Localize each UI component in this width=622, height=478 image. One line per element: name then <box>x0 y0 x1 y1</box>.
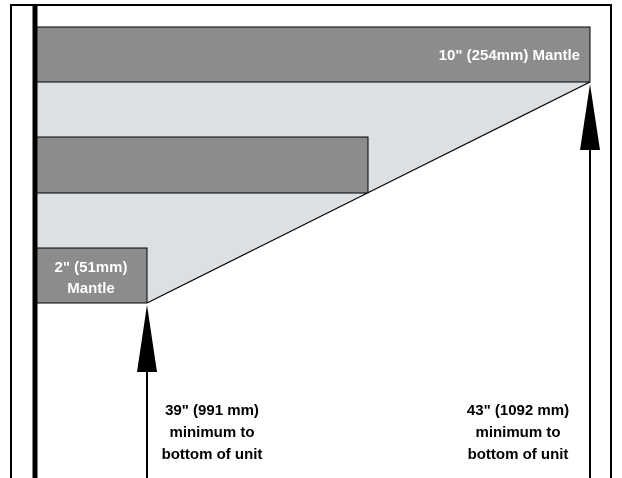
bottom-mantle-label: Mantle <box>67 280 115 297</box>
top-mantle-label: 10" (254mm) Mantle <box>439 47 580 64</box>
bottom-mantle-label: 2" (51mm) <box>55 259 128 276</box>
left-dimension-text: minimum to <box>170 424 255 441</box>
right-dimension-text: 43" (1092 mm) <box>467 402 569 419</box>
left-arrow-head <box>137 305 157 372</box>
frame <box>10 4 612 478</box>
middle-mantle <box>34 136 369 194</box>
left-dimension-text: bottom of unit <box>162 446 263 463</box>
right-dimension-text: minimum to <box>476 424 561 441</box>
right-arrow-head <box>580 84 600 150</box>
left-dimension-text: 39" (991 mm) <box>165 402 259 419</box>
right-dimension-text: bottom of unit <box>468 446 569 463</box>
bottom-mantle <box>34 247 148 304</box>
clearance-line <box>146 81 591 304</box>
